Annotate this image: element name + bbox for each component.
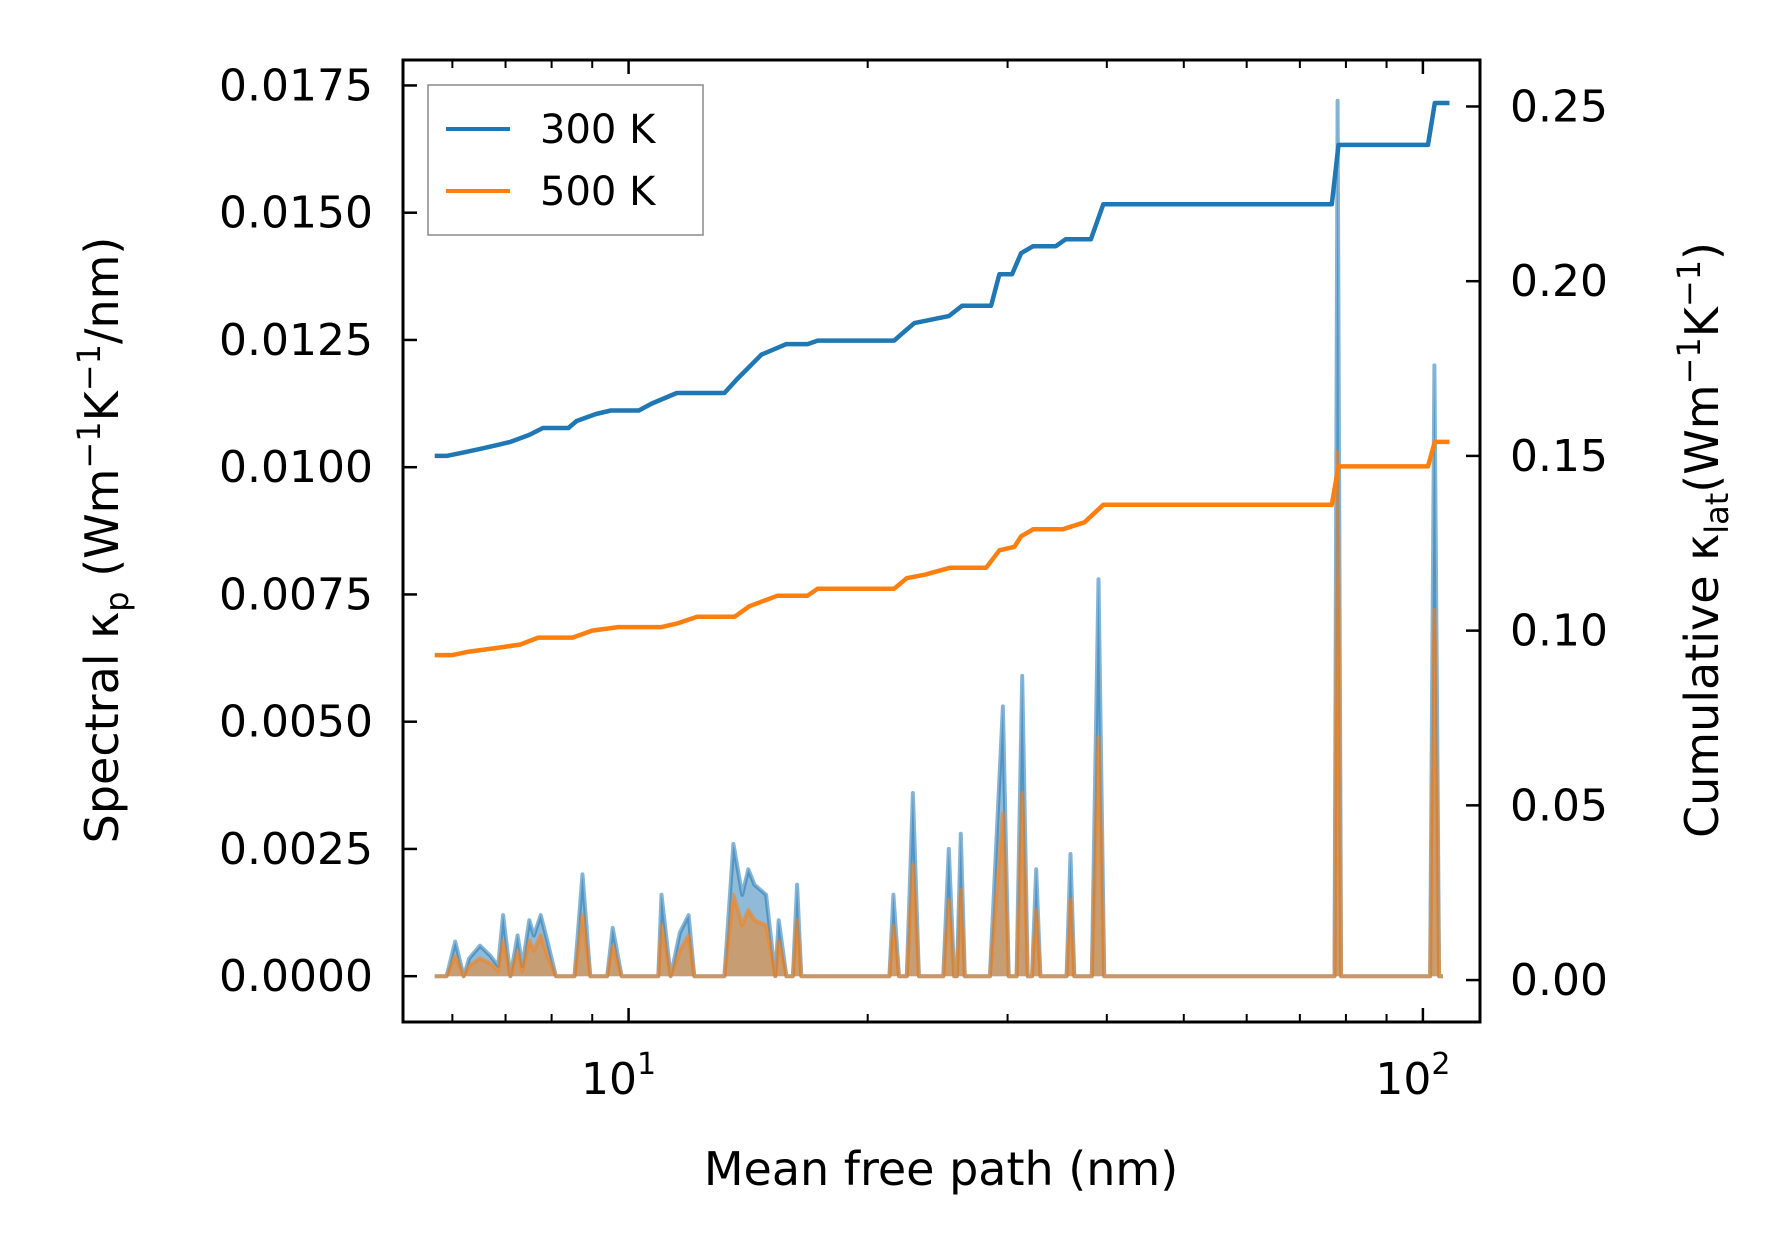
plot-frame (401, 58, 1482, 1024)
left-y-tick-label: 0.0175 (219, 60, 373, 111)
left-y-label-sub: p (98, 591, 136, 611)
left-y-tick-label: 0.0150 (219, 188, 373, 239)
left-y-tick-label: 0.0100 (219, 442, 373, 493)
right-y-label-unit-1: (Wm (1675, 384, 1729, 492)
legend: 300 K 500 K (427, 84, 704, 236)
series-line-500-k (434, 439, 1450, 658)
right-y-label-unit-5: ) (1675, 242, 1729, 260)
series-line-300-k (434, 100, 1450, 459)
right-y-label-unit-3: K (1675, 305, 1729, 337)
x-tick-label: 101 (581, 1047, 656, 1105)
right-y-label-unit-2: −1 (1670, 337, 1708, 384)
left-y-label-unit-1: (Wm (75, 469, 129, 592)
right-y-tick-label: 0.10 (1510, 606, 1608, 657)
right-y-label-unit-4: −1 (1670, 260, 1708, 307)
left-y-axis-label: Spectral κp (Wm−1K−1/nm) (70, 237, 136, 844)
left-y-tick-label: 0.0025 (219, 824, 373, 875)
left-y-tick-label: 0.0050 (219, 697, 373, 748)
ticks-layer: 0.0000 0.0025 0.0050 0.0075 0.0100 0.0125 0.01… (219, 60, 1608, 1105)
legend-box (427, 84, 704, 236)
left-y-label-unit-5: /nm) (75, 237, 129, 344)
legend-label-300k: 300 K (540, 107, 657, 153)
left-y-tick-label: 0.0000 (219, 951, 373, 1002)
left-y-label-unit-3: K (75, 389, 129, 421)
left-y-label-unit-2: −1 (70, 421, 108, 468)
right-y-tick-label: 0.00 (1510, 955, 1608, 1006)
left-y-tick-label: 0.0125 (219, 315, 373, 366)
right-y-tick-label: 0.15 (1510, 431, 1608, 482)
left-y-tick-label: 0.0075 (219, 569, 373, 620)
left-y-label-unit-4: −1 (70, 344, 108, 391)
right-y-label-sub: lat (1698, 493, 1736, 534)
legend-label-500k: 500 K (540, 169, 657, 215)
right-y-tick-label: 0.25 (1510, 81, 1608, 132)
line-500-k-spectral (434, 449, 1443, 979)
spectral-layer (434, 98, 1443, 979)
right-y-tick-label: 0.20 (1510, 256, 1608, 307)
right-y-label-main: Cumulative κ (1675, 534, 1729, 838)
right-y-tick-label: 0.05 (1510, 780, 1608, 831)
x-tick-label: 102 (1375, 1047, 1450, 1105)
left-y-label-main: Spectral κ (75, 612, 129, 844)
right-y-axis-label: Cumulative κlat(Wm−1K−1) (1670, 242, 1736, 838)
cumulative-layer (434, 100, 1450, 658)
x-axis-label: Mean free path (nm) (704, 1142, 1178, 1196)
